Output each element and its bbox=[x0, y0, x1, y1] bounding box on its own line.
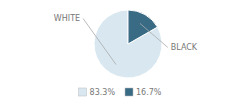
slice-label: BLACK bbox=[171, 43, 198, 52]
slice bbox=[128, 10, 157, 44]
slice-label: WHITE bbox=[54, 14, 80, 23]
legend-label: 83.3% bbox=[90, 88, 116, 97]
legend-swatch bbox=[79, 88, 87, 96]
slices bbox=[94, 10, 162, 78]
legend-swatch bbox=[125, 88, 133, 96]
chart: WHITE BLACK 83.3% 16.7% bbox=[0, 0, 240, 100]
slice bbox=[94, 10, 162, 78]
legend: 83.3% 16.7% bbox=[79, 88, 162, 97]
legend-label: 16.7% bbox=[136, 88, 162, 97]
leader-line bbox=[140, 23, 168, 47]
leader-line bbox=[83, 19, 116, 65]
